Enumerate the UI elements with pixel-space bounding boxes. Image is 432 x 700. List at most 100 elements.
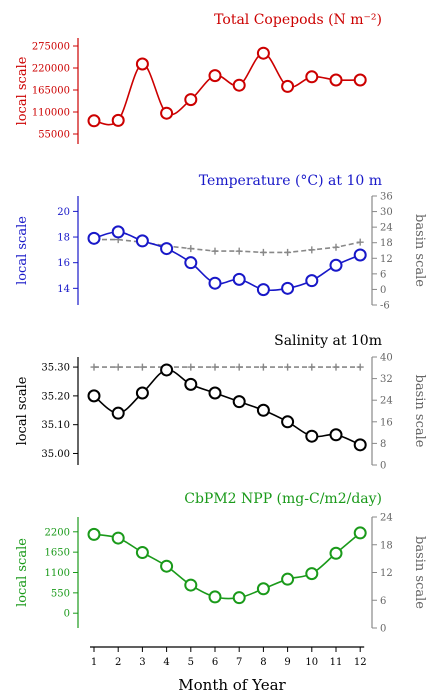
left-axis-label: local scale <box>15 56 30 125</box>
panel-3: Salinity at 10m 35.00 35.10 35.20 35.30 local… <box>15 333 427 472</box>
panel-2: Temperature (°C) at 10 m 14 16 18 20 local sc… <box>15 173 427 312</box>
data-point <box>90 363 98 371</box>
data-point <box>259 248 267 256</box>
data-point <box>111 113 125 127</box>
data-point <box>187 245 195 253</box>
data-point <box>184 578 198 592</box>
data-point <box>138 363 146 371</box>
data-point <box>284 248 292 256</box>
data-point <box>353 248 367 262</box>
panel-1: Total Copepods (N m⁻²) 55000 110000 165000 2… <box>15 12 382 144</box>
left-tick-label: 220000 <box>32 64 70 75</box>
data-point <box>160 559 174 573</box>
x-tick-label: 5 <box>188 657 194 668</box>
left-tick-label: 35.00 <box>41 449 70 460</box>
left-tick-label: 35.20 <box>41 391 70 402</box>
panel-title: Total Copepods (N m⁻²) <box>214 12 382 28</box>
data-point <box>208 590 222 604</box>
right-tick-label: 24 <box>380 396 393 407</box>
panel-4: CbPM2 NPP (mg-C/m2/day) 0 550 1100 1650 2200 l… <box>15 491 427 635</box>
data-point <box>111 406 125 420</box>
data-point <box>356 238 364 246</box>
left-tick-label: 165000 <box>32 86 70 97</box>
series-line <box>93 532 361 600</box>
data-point <box>332 363 340 371</box>
right-tick-label: 18 <box>380 540 393 551</box>
data-point <box>305 70 319 84</box>
data-point <box>329 73 343 87</box>
x-tick-label: 2 <box>115 657 121 668</box>
x-tick-label: 6 <box>212 657 218 668</box>
data-point <box>256 582 270 596</box>
data-point <box>208 386 222 400</box>
x-tick-label: 1 <box>91 657 97 668</box>
data-point <box>329 258 343 272</box>
left-axis-label: local scale <box>15 376 30 445</box>
local-series <box>87 363 367 452</box>
series-line <box>93 52 361 126</box>
x-tick-label: 9 <box>284 657 290 668</box>
data-point <box>232 395 246 409</box>
data-point <box>281 79 295 93</box>
data-point <box>353 526 367 540</box>
data-point <box>356 363 364 371</box>
right-tick-label: 0 <box>380 285 386 296</box>
data-point <box>135 546 149 560</box>
data-point <box>111 531 125 545</box>
right-tick-label: 6 <box>380 596 386 607</box>
right-tick-label: 6 <box>380 269 386 280</box>
right-tick-label: 0 <box>380 624 386 635</box>
left-axis-label: local scale <box>15 216 30 285</box>
data-point <box>329 546 343 560</box>
data-point <box>332 243 340 251</box>
data-point <box>281 415 295 429</box>
data-point <box>305 567 319 581</box>
x-tick-label: 12 <box>354 657 367 668</box>
data-point <box>87 527 101 541</box>
left-tick-label: 16 <box>57 258 70 269</box>
left-tick-label: 1650 <box>45 548 70 559</box>
data-point <box>135 386 149 400</box>
left-tick-label: 110000 <box>32 108 70 119</box>
left-tick-label: 35.30 <box>41 363 70 374</box>
data-point <box>353 73 367 87</box>
data-point <box>208 69 222 83</box>
right-tick-label: 24 <box>380 513 393 524</box>
series-line <box>94 238 361 254</box>
x-tick-label: 8 <box>260 657 266 668</box>
data-point <box>232 272 246 286</box>
local-series <box>87 225 367 297</box>
right-tick-label: 16 <box>380 417 393 428</box>
data-point <box>135 57 149 71</box>
basin-series <box>90 236 364 256</box>
x-tick-label: 10 <box>305 657 318 668</box>
left-tick-label: 14 <box>57 284 70 295</box>
data-point <box>114 363 122 371</box>
left-tick-label: 35.10 <box>41 420 70 431</box>
x-axis: 1 2 3 4 5 6 7 8 9 10 11 12 <box>90 646 367 668</box>
data-point <box>305 274 319 288</box>
data-point <box>211 247 219 255</box>
data-point <box>111 225 125 239</box>
right-tick-label: 0 <box>380 461 386 472</box>
data-point <box>184 256 198 270</box>
right-axis-label: basin scale <box>412 214 427 287</box>
right-axis-label: basin scale <box>412 375 427 448</box>
data-point <box>211 363 219 371</box>
right-tick-label: 40 <box>380 353 393 364</box>
local-series <box>87 46 367 128</box>
left-tick-label: 0 <box>64 609 70 620</box>
data-point <box>281 572 295 586</box>
data-point <box>160 106 174 120</box>
data-point <box>329 428 343 442</box>
left-tick-label: 1100 <box>45 568 70 579</box>
left-tick-label: 275000 <box>32 42 70 53</box>
right-tick-label: 24 <box>380 223 393 234</box>
data-point <box>187 363 195 371</box>
left-tick-label: 20 <box>57 207 70 218</box>
panel-title: CbPM2 NPP (mg-C/m2/day) <box>184 491 382 507</box>
x-tick-label: 3 <box>139 657 145 668</box>
right-tick-label: -6 <box>380 301 390 312</box>
data-point <box>256 46 270 60</box>
